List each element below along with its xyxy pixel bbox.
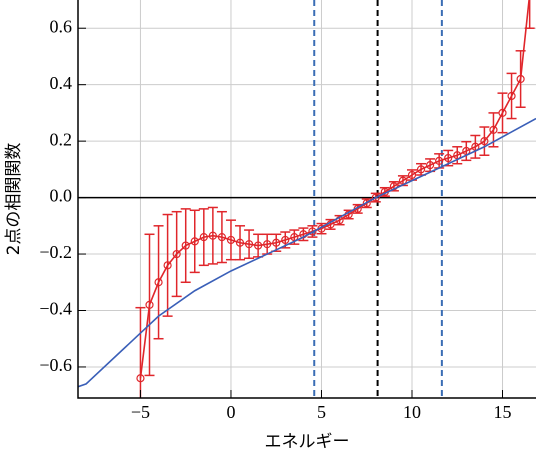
line [78,117,536,388]
y-tick-label: 0.6 [50,16,73,36]
y-tick-label: 0.2 [50,129,73,149]
marker [208,231,217,240]
x-tick-label: −5 [131,402,150,422]
marker [498,108,507,118]
axes-frame [77,0,536,399]
marker [444,153,453,163]
x-tick-label: 15 [494,402,512,422]
x-tick-label: 0 [226,402,235,422]
marker [425,161,435,170]
x-axis-label: エネルギー [265,432,350,452]
plot-area [78,0,536,398]
marker [136,374,145,383]
marker [181,241,190,250]
marker [244,240,254,249]
marker [145,300,154,309]
marker [416,165,426,174]
x-tick-label: 10 [403,402,421,422]
marker [163,261,172,270]
x-tick-label: 5 [317,402,326,422]
line [139,0,530,379]
marker [154,278,163,287]
marker [172,249,181,259]
marker [308,227,317,236]
marker [489,125,498,134]
marker [516,74,525,84]
y-tick-label: 0.4 [50,73,73,93]
y-tick-label: −0.4 [39,299,72,319]
marker [263,240,272,249]
marker [371,193,380,202]
marker [435,156,444,165]
marker [362,199,371,208]
marker [217,233,227,242]
marker [226,235,236,245]
marker [235,238,245,247]
marker [190,237,199,246]
y-axis-label: 2点の相関関数 [4,143,24,256]
y-tick-label: −0.6 [39,355,72,375]
marker [507,91,516,101]
marker [199,233,208,242]
y-tick-label: 0.0 [50,186,73,206]
marker [254,241,263,250]
marker [281,235,290,245]
y-tick-label: −0.2 [39,242,72,262]
marker [407,170,417,180]
marker [480,137,489,146]
marker [272,238,281,247]
